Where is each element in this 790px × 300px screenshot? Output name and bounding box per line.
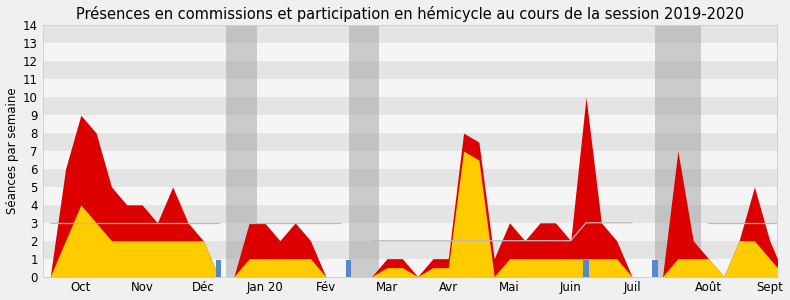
Bar bbox=[43, 169, 777, 187]
Bar bbox=[43, 187, 777, 205]
Y-axis label: Séances par semaine: Séances par semaine bbox=[6, 88, 18, 214]
Bar bbox=[43, 44, 777, 62]
Bar bbox=[583, 260, 589, 277]
Bar bbox=[43, 61, 777, 79]
Bar bbox=[43, 26, 777, 44]
Bar bbox=[43, 259, 777, 277]
Bar bbox=[226, 26, 257, 277]
Bar bbox=[216, 260, 221, 277]
Bar bbox=[348, 26, 379, 277]
Bar bbox=[43, 205, 777, 223]
Bar bbox=[346, 260, 352, 277]
Bar bbox=[43, 241, 777, 259]
Bar bbox=[655, 26, 701, 277]
Bar bbox=[43, 223, 777, 241]
Bar bbox=[43, 151, 777, 169]
Bar bbox=[43, 115, 777, 133]
Bar bbox=[653, 260, 657, 277]
Bar bbox=[43, 97, 777, 115]
Title: Présences en commissions et participation en hémicycle au cours de la session 20: Présences en commissions et participatio… bbox=[76, 6, 744, 22]
Bar bbox=[43, 79, 777, 97]
Bar bbox=[43, 133, 777, 151]
